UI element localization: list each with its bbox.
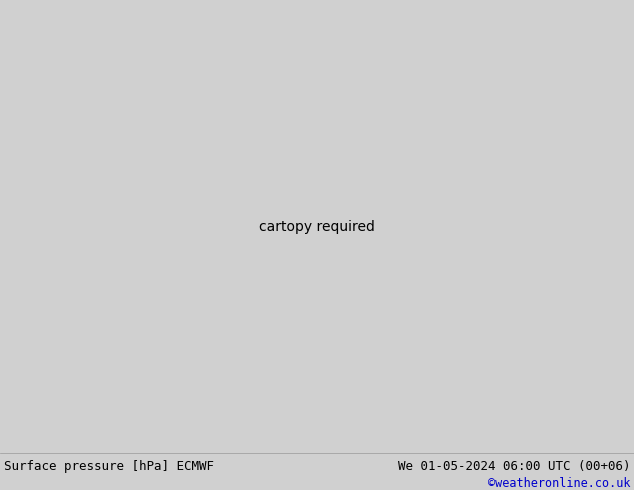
Text: cartopy required: cartopy required: [259, 220, 375, 234]
Text: Surface pressure [hPa] ECMWF: Surface pressure [hPa] ECMWF: [4, 460, 214, 473]
Text: ©weatheronline.co.uk: ©weatheronline.co.uk: [488, 477, 630, 490]
Text: We 01-05-2024 06:00 UTC (00+06): We 01-05-2024 06:00 UTC (00+06): [398, 460, 630, 473]
